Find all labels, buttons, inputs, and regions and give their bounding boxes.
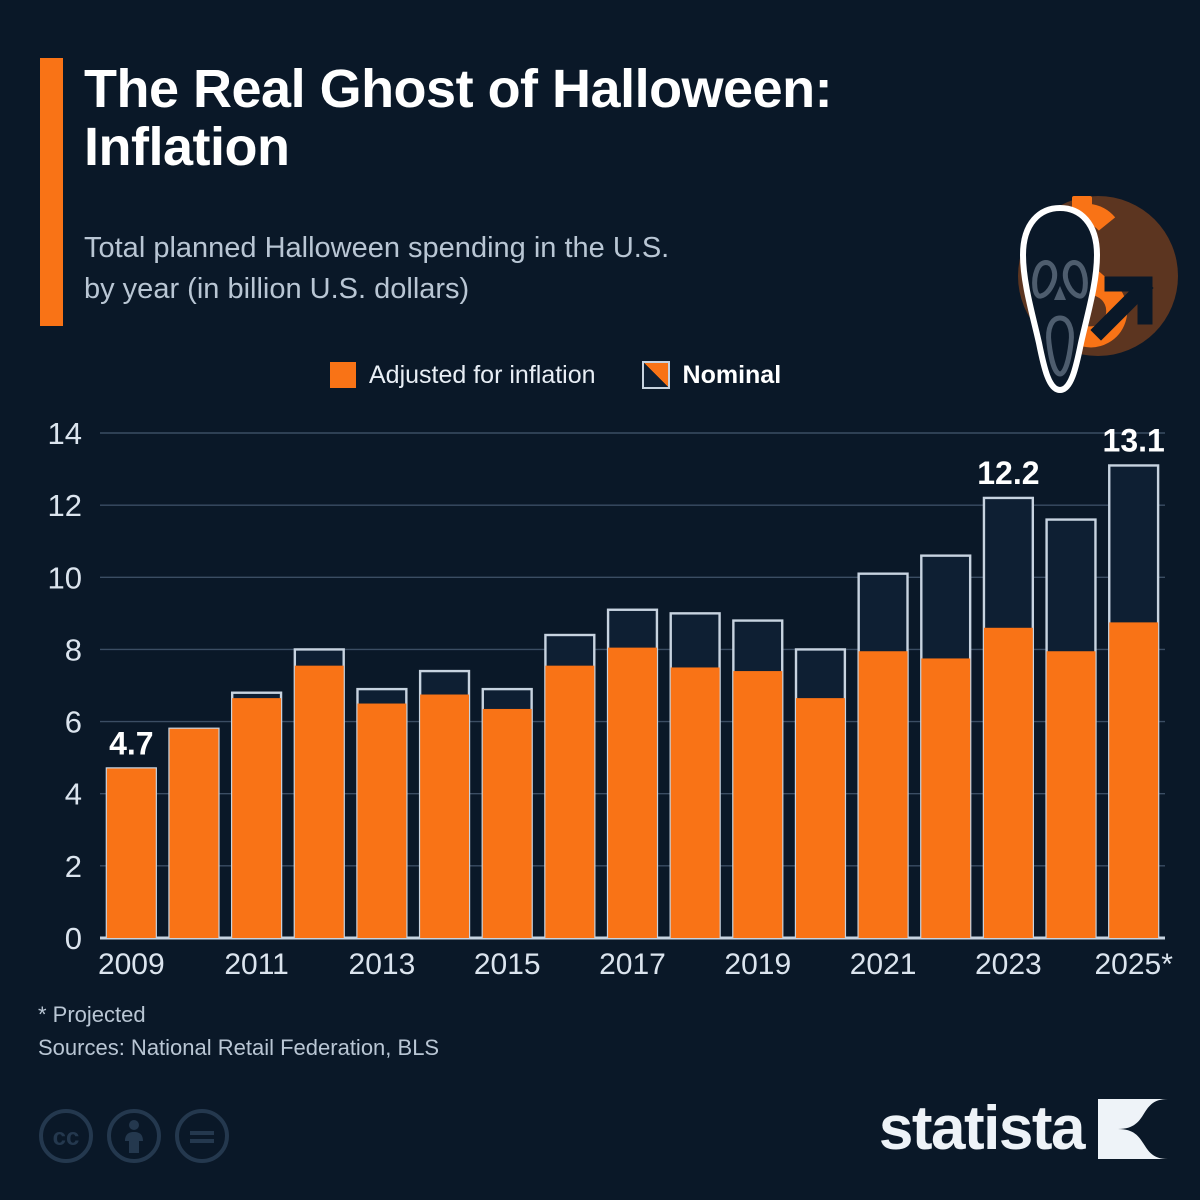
bar-group[interactable]	[544, 633, 596, 940]
bar-group[interactable]	[606, 608, 659, 940]
bar-adjusted[interactable]	[232, 698, 282, 938]
legend-item-nominal[interactable]: Nominal	[641, 360, 782, 390]
x-axis-tick-label: 2013	[349, 948, 416, 981]
rising-arrow-icon	[1090, 276, 1154, 341]
legend-item-adjusted[interactable]: Adjusted for inflation	[330, 361, 596, 390]
y-axis-tick-label: 2	[65, 849, 82, 884]
bar-value-label: 4.7	[109, 725, 153, 761]
x-axis-tick-label: 2009	[98, 948, 165, 981]
bar-adjusted[interactable]	[1109, 622, 1159, 938]
bar-adjusted[interactable]	[858, 651, 908, 938]
statista-logo[interactable]: statista	[879, 1098, 1168, 1160]
y-axis-tick-label: 8	[65, 632, 82, 667]
bar-group[interactable]	[168, 727, 220, 940]
bar-group[interactable]	[356, 687, 408, 940]
y-axis-tick-label: 14	[48, 416, 82, 451]
legend-label-adjusted: Adjusted for inflation	[369, 360, 596, 389]
page-subtitle-line-1: Total planned Halloween spending in the …	[84, 232, 670, 264]
footnote-projected: * Projected	[38, 1002, 146, 1027]
page-subtitle-line-2: by year (in billion U.S. dollars)	[84, 273, 470, 306]
bar-adjusted[interactable]	[1046, 651, 1096, 938]
chart-legend: Adjusted for inflation Nominal	[330, 358, 781, 392]
bar-group[interactable]	[1045, 518, 1097, 940]
bar-group[interactable]	[857, 572, 909, 940]
x-axis-tick-label: 2025*	[1094, 948, 1173, 981]
bar-adjusted[interactable]	[670, 667, 720, 938]
x-axis-tick-label: 2011	[224, 948, 289, 981]
attribution-person-icon[interactable]	[106, 1108, 162, 1164]
sources-text: Sources: National Retail Federation, BLS	[38, 1035, 440, 1060]
bar-adjusted[interactable]	[106, 768, 156, 938]
bar-group[interactable]	[794, 648, 847, 940]
statista-wordmark: statista	[878, 1094, 1086, 1163]
bar-adjusted[interactable]	[545, 665, 595, 938]
bar-adjusted[interactable]	[983, 627, 1033, 938]
creative-commons-badges: cc	[38, 1108, 230, 1164]
bar-adjusted[interactable]	[420, 694, 469, 938]
bar-adjusted[interactable]	[733, 671, 783, 938]
cc-icon[interactable]: cc	[38, 1108, 94, 1164]
legend-swatch-split-square-icon	[641, 361, 670, 389]
bar-adjusted[interactable]	[294, 665, 344, 938]
bar-group[interactable]	[481, 687, 533, 940]
bar-adjusted[interactable]	[921, 658, 971, 938]
legend-label-nominal: Nominal	[682, 360, 782, 389]
bar-adjusted[interactable]	[482, 708, 532, 938]
bar-adjusted[interactable]	[608, 647, 657, 938]
bar-value-label: 13.1	[1103, 422, 1165, 458]
y-axis-tick-label: 12	[48, 488, 82, 523]
svg-text:cc: cc	[53, 1124, 80, 1151]
bar-group[interactable]	[418, 669, 471, 940]
x-axis-tick-label: 2015	[474, 948, 541, 981]
bar-adjusted[interactable]	[796, 698, 845, 938]
y-axis-tick-label: 4	[65, 777, 82, 812]
statista-mark-icon	[1098, 1099, 1168, 1159]
x-axis-tick-label: 2017	[599, 948, 666, 981]
bar-adjusted[interactable]	[169, 728, 219, 938]
title-accent-bar	[40, 58, 63, 326]
bar-group[interactable]	[230, 691, 283, 940]
legend-swatch-orange-square-icon	[330, 362, 356, 388]
bar-group[interactable]	[1108, 464, 1160, 940]
x-axis-tick-label: 2023	[975, 948, 1042, 981]
y-axis-tick-label: 6	[65, 705, 82, 740]
bar-value-label: 12.2	[977, 455, 1039, 491]
y-axis-tick-label: 0	[65, 921, 82, 956]
y-axis-tick-label: 10	[48, 560, 82, 595]
page-title-line-2: Inflation	[84, 117, 290, 178]
page-subtitle: Total planned Halloween spending in the …	[84, 228, 964, 310]
bar-group[interactable]	[105, 767, 157, 940]
bar-group[interactable]	[293, 648, 345, 940]
ghost-dollar-inflation-icon	[975, 178, 1180, 403]
page-title-line-1: The Real Ghost of Halloween:	[84, 59, 833, 119]
bar-group[interactable]	[732, 619, 784, 940]
bar-group[interactable]	[669, 612, 721, 940]
bar-group[interactable]	[920, 554, 972, 940]
no-derivatives-equals-icon[interactable]	[174, 1108, 230, 1164]
bar-group[interactable]	[982, 496, 1035, 940]
bar-adjusted[interactable]	[357, 703, 407, 938]
x-axis-tick-label: 2021	[850, 948, 917, 981]
page-title: The Real Ghost of Halloween: Inflation	[84, 60, 984, 177]
x-axis-tick-label: 2019	[724, 948, 791, 981]
ghost-mask-icon	[1019, 204, 1101, 394]
